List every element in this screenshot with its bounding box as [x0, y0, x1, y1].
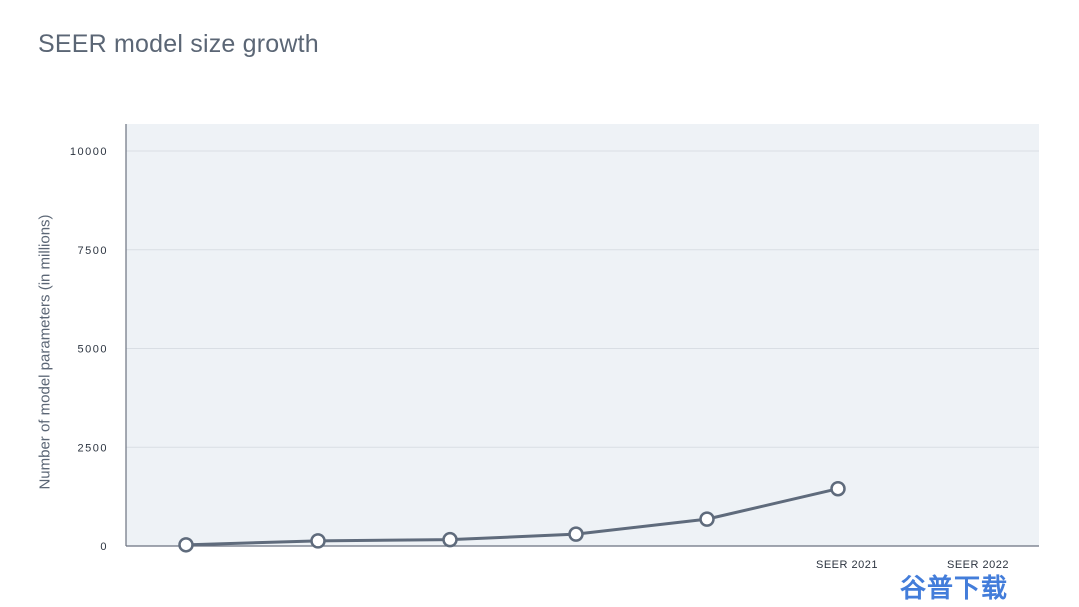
data-point	[568, 526, 584, 542]
y-tick-labels: 0 2500 5000 7500 10000	[70, 146, 108, 553]
axes	[125, 124, 1039, 547]
x-tick-label: SEER 2021	[816, 559, 878, 571]
x-tick-label: SEER 2022	[947, 559, 1009, 571]
watermark-logo: 谷普下载	[900, 574, 1009, 604]
grid-lines	[126, 150, 1039, 448]
data-point	[699, 511, 715, 527]
y-tick-label: 10000	[70, 146, 108, 158]
x-tick-labels: SEER 2021 SEER 2022	[816, 559, 1009, 571]
data-point	[442, 531, 458, 548]
plot-background	[126, 124, 1039, 546]
y-tick-label: 2500	[78, 442, 108, 454]
y-tick-label: 7500	[78, 245, 108, 257]
data-point	[178, 537, 194, 553]
series	[178, 480, 846, 553]
chart-title: SEER model size growth	[38, 30, 319, 58]
data-point	[830, 480, 846, 497]
data-point	[310, 533, 326, 549]
series-line	[184, 487, 840, 547]
y-tick-label: 0	[100, 541, 108, 553]
y-tick-label: 5000	[78, 344, 108, 356]
